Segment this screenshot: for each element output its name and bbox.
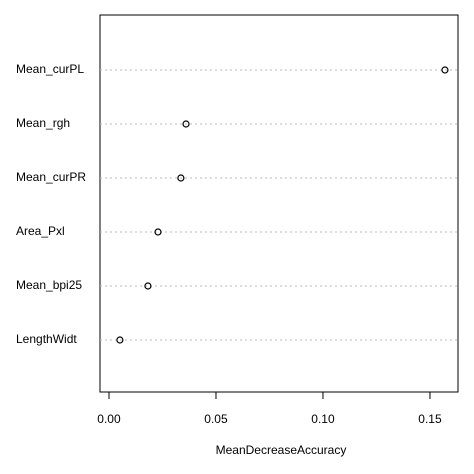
point [116,336,124,344]
point [441,66,449,74]
point [182,120,190,128]
y-category-label: LengthWidt [16,332,77,346]
y-category-label: Mean_curPR [16,170,86,184]
y-category-label: Area_Pxl [16,224,65,238]
x-tick-label: 0.10 [311,412,335,426]
point [177,174,185,182]
plot-frame [99,14,459,393]
y-category-label: Mean_bpi25 [16,278,82,292]
point [144,282,152,290]
x-axis-label: MeanDecreaseAccuracy [216,443,347,457]
x-tick-label: 0.00 [97,412,121,426]
x-tick-label: 0.15 [418,412,442,426]
point [154,228,162,236]
x-tick-label: 0.05 [204,412,228,426]
y-category-label: Mean_curPL [16,62,84,76]
y-category-label: Mean_rgh [16,116,70,130]
